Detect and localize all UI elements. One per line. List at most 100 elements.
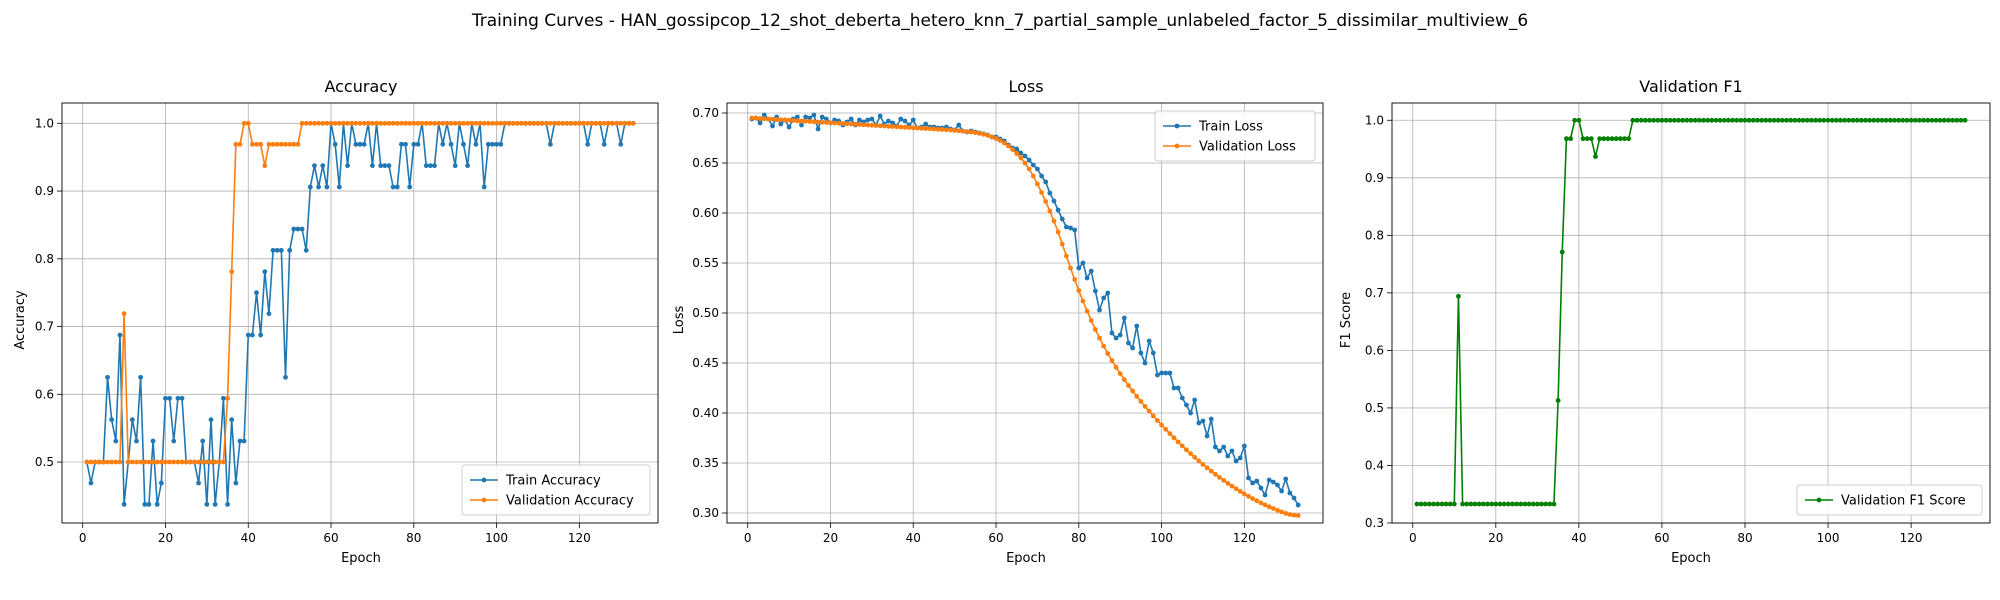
data-point [1068, 265, 1073, 271]
loss-title: Loss [1008, 77, 1043, 96]
data-point [291, 226, 297, 232]
data-point [328, 120, 334, 126]
data-point [1287, 490, 1293, 496]
data-point [1576, 117, 1582, 123]
data-point [179, 395, 185, 401]
data-point [171, 438, 177, 444]
data-point [456, 120, 462, 126]
data-point [1618, 136, 1623, 142]
data-point [749, 115, 755, 121]
data-point [585, 141, 591, 147]
data-point [1035, 166, 1040, 172]
data-point [1246, 475, 1251, 481]
data-point [1142, 360, 1148, 366]
data-point [1121, 315, 1127, 321]
data-point [1451, 501, 1457, 507]
data-point [1426, 501, 1432, 507]
data-point [374, 120, 379, 126]
data-point [1175, 439, 1181, 445]
data-point [208, 459, 214, 465]
data-point [117, 459, 123, 465]
series-validation-f1-score [1414, 117, 1968, 507]
data-point [1175, 385, 1181, 391]
data-point [1730, 117, 1735, 123]
data-point [1950, 117, 1956, 123]
series-train-accuracy [84, 120, 636, 507]
x-tick-label: 120 [1233, 531, 1256, 545]
data-point [1039, 190, 1044, 195]
data-point [407, 120, 413, 126]
data-point [605, 120, 611, 126]
data-point [1514, 501, 1519, 507]
data-point [432, 163, 437, 169]
data-point [125, 459, 131, 465]
data-point [303, 247, 309, 253]
data-point [1738, 117, 1744, 123]
data-point [1200, 462, 1206, 467]
data-point [886, 118, 891, 124]
data-point [1871, 117, 1877, 123]
data-point [1460, 501, 1465, 507]
data-point [757, 120, 763, 126]
x-tick-label: 0 [1409, 531, 1417, 545]
data-point [1954, 117, 1960, 123]
x-tick-label: 80 [1071, 531, 1086, 545]
loss-panel: Loss 0 20 40 60 80 100 120 0.30 0.35 0.40 0.45 0.50… [672, 77, 1324, 566]
data-point [1225, 453, 1231, 459]
data-point [626, 120, 632, 126]
data-point [774, 117, 780, 122]
data-point [1854, 117, 1860, 123]
data-point [1109, 330, 1115, 336]
data-point [229, 269, 235, 275]
data-point [890, 120, 895, 126]
data-point [786, 124, 792, 130]
data-point [1534, 501, 1540, 507]
x-tick-label: 40 [906, 531, 921, 545]
data-point [989, 134, 995, 140]
legend-swatch-marker [481, 477, 487, 483]
data-point [1746, 117, 1752, 123]
data-point [815, 119, 821, 125]
data-point [761, 112, 767, 118]
data-point [1159, 422, 1164, 428]
data-point [1485, 501, 1490, 507]
series-line [751, 117, 1299, 517]
data-point [1101, 295, 1107, 301]
data-point [1892, 117, 1897, 123]
data-point [212, 501, 218, 507]
data-point [869, 116, 875, 122]
data-point [494, 141, 499, 147]
data-point [1270, 506, 1276, 511]
data-point [423, 120, 429, 126]
x-tick-label: 0 [79, 531, 87, 545]
data-point [956, 122, 962, 128]
y-tick-label: 0.55 [692, 256, 719, 270]
accuracy-plot: 0 20 40 60 80 100 120 0.5 0.6 0.7 0.8 0.9 1.0 Train A… [35, 102, 659, 545]
data-point [1258, 485, 1264, 491]
data-point [1022, 160, 1028, 166]
data-point [117, 332, 123, 338]
x-tick-label: 60 [988, 531, 1003, 545]
data-point [134, 438, 139, 444]
data-point [502, 120, 508, 126]
data-point [786, 117, 792, 123]
data-point [1804, 117, 1810, 123]
data-point [923, 126, 929, 131]
data-point [1088, 268, 1094, 274]
data-point [1246, 493, 1251, 499]
data-point [403, 120, 408, 126]
data-point [237, 438, 243, 444]
data-point [1171, 385, 1177, 391]
data-point [1150, 413, 1156, 419]
y-tick-label: 0.65 [692, 156, 719, 170]
data-point [1221, 444, 1227, 450]
f1-xlabel: Epoch [1671, 551, 1711, 566]
data-point [1572, 117, 1578, 123]
data-point [481, 184, 487, 190]
data-point [865, 122, 871, 128]
data-point [109, 459, 115, 465]
x-tick-label: 40 [1571, 531, 1586, 545]
data-point [1192, 397, 1198, 403]
data-point [1742, 117, 1748, 123]
data-point [1497, 501, 1503, 507]
